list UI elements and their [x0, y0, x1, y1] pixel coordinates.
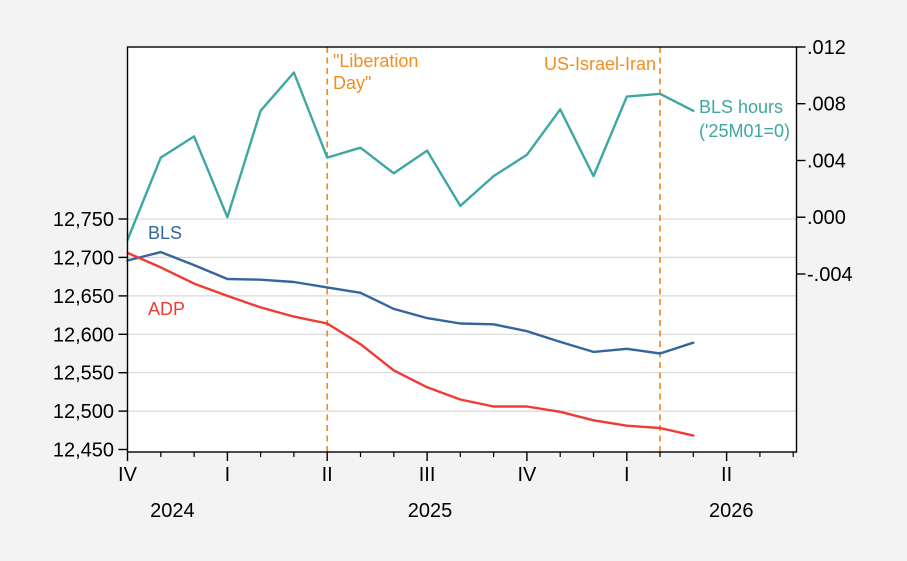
x-axis-quarter-label: II — [721, 464, 732, 486]
right-axis-tick-label: .004 — [807, 151, 846, 173]
left-axis: 12,450 12,500 12,550 12,600 12,650 12,700 12,7… — [53, 209, 128, 462]
right-axis-tick-label: .000 — [807, 207, 846, 229]
x-axis-year-label: 2025 — [408, 500, 453, 522]
right-axis-tick-label: .008 — [807, 94, 846, 116]
x-axis-quarter-label: IV — [517, 464, 537, 486]
left-axis-tick-label: 12,600 — [53, 324, 114, 346]
x-axis-quarter-label: I — [225, 464, 231, 486]
plot-border — [126, 46, 798, 453]
x-axis-quarter-label: III — [419, 464, 436, 486]
right-axis-tick-label: -.004 — [807, 264, 853, 286]
series-line-adp — [126, 251, 695, 437]
x-axis-year-label: 2024 — [150, 500, 195, 522]
x-axis-quarter-label: II — [322, 464, 333, 486]
x-axis-year-label: 2026 — [709, 500, 754, 522]
series-line-bls-hours — [126, 71, 695, 242]
gridlines — [127, 218, 797, 412]
left-axis-tick-label: 12,450 — [53, 440, 114, 462]
left-axis-tick-label: 12,650 — [53, 286, 114, 308]
x-axis-quarter-label: IV — [118, 464, 138, 486]
left-axis-tick-label: 12,550 — [53, 363, 114, 385]
series-line-bls — [126, 250, 695, 355]
event-label-liberation-day: "Liberation Day" — [333, 51, 418, 93]
event-label-us-israel-iran: US-Israel-Iran — [544, 54, 656, 74]
series-label-bls-hours: BLS hours ('25M01=0) — [699, 97, 790, 141]
left-axis-tick-label: 12,750 — [53, 209, 114, 231]
right-axis-tick-label: .012 — [807, 37, 846, 59]
right-axis: -.004 .000 .004 .008 .012 — [796, 37, 853, 286]
series-label-bls: BLS — [148, 223, 182, 243]
x-axis-quarter-label: I — [624, 464, 630, 486]
series-label-adp: ADP — [148, 299, 185, 319]
plot-area — [127, 47, 797, 452]
left-axis-tick-label: 12,500 — [53, 401, 114, 423]
left-axis-tick-label: 12,700 — [53, 247, 114, 269]
